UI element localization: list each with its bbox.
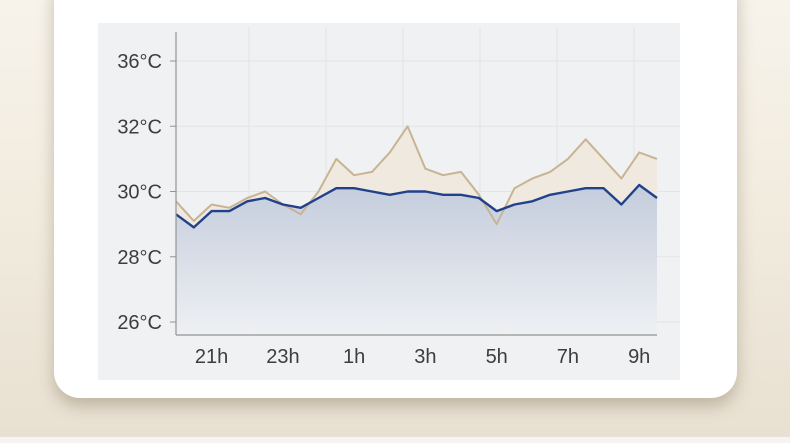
x-tick-label: 3h	[414, 346, 436, 368]
y-tick-label: 26°C	[117, 312, 162, 334]
x-tick-label: 7h	[557, 346, 579, 368]
chart-panel: 36°C 32°C 30°C 28°C 26°C 21h 23h 1h 3h 5h 7h 9h	[98, 23, 680, 380]
y-tick-label: 30°C	[117, 182, 162, 204]
tan-series-line	[175, 125, 658, 226]
next-section-edge	[0, 437, 790, 443]
y-axis-labels: 36°C 32°C 30°C 28°C 26°C	[117, 51, 162, 334]
blue-series-line	[175, 183, 658, 229]
temperature-line-chart[interactable]: 36°C 32°C 30°C 28°C 26°C 21h 23h 1h 3h 5h 7h 9h	[98, 23, 680, 380]
x-tick-label: 1h	[343, 346, 365, 368]
blue-series-area	[176, 185, 657, 335]
temperature-chart-card: 36°C 32°C 30°C 28°C 26°C 21h 23h 1h 3h 5h 7h 9h	[54, 0, 737, 398]
x-tick-label: 9h	[628, 346, 650, 368]
x-axis-labels: 21h 23h 1h 3h 5h 7h 9h	[195, 346, 650, 368]
x-tick-label: 5h	[486, 346, 508, 368]
x-tick-label: 23h	[266, 346, 299, 368]
x-tick-label: 21h	[195, 346, 228, 368]
axes	[170, 32, 657, 336]
y-tick-label: 28°C	[117, 247, 162, 269]
y-tick-label: 32°C	[117, 116, 162, 138]
y-tick-label: 36°C	[117, 51, 162, 73]
